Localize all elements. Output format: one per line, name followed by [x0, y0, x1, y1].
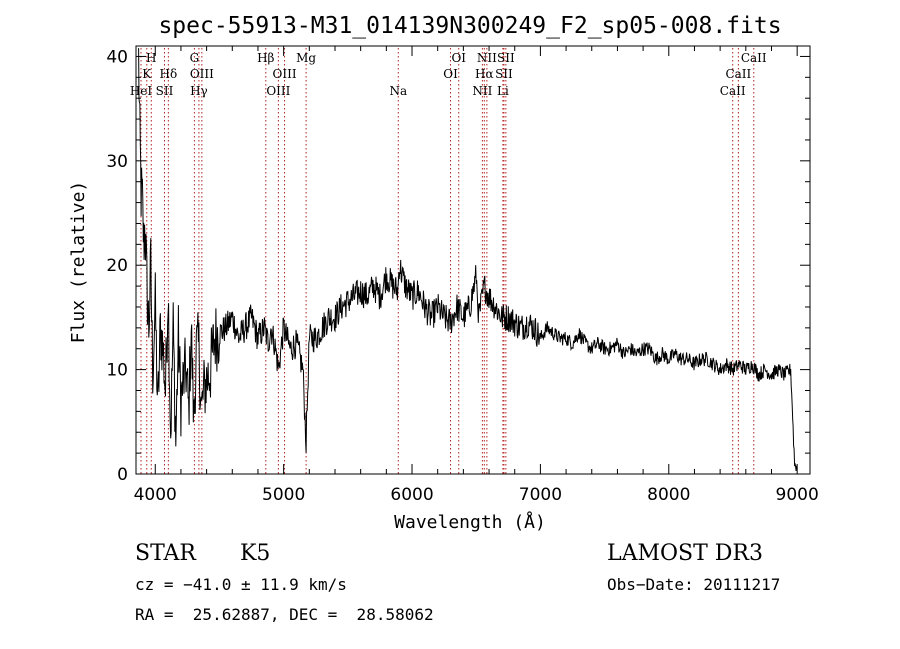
line-label: H — [146, 51, 156, 65]
redshift-velocity: cz = −41.0 ± 11.9 km/s — [135, 575, 347, 594]
line-label: Hα — [475, 67, 494, 81]
survey-name: LAMOST DR3 — [607, 541, 763, 566]
x-tick-label: 4000 — [134, 485, 177, 505]
line-label: OI — [443, 67, 458, 81]
y-tick-label: 0 — [117, 465, 128, 485]
plot-frame — [135, 45, 811, 475]
line-label: Li — [497, 84, 509, 98]
line-label: NII — [477, 51, 497, 65]
x-tick-label: 5000 — [262, 485, 305, 505]
line-label: OIII — [273, 67, 297, 81]
x-tick-label: 7000 — [519, 485, 562, 505]
line-label: HeI — [130, 84, 153, 98]
line-label: CaII — [725, 67, 751, 81]
y-axis-label: Flux (relative) — [68, 181, 89, 344]
x-tick-label: 6000 — [390, 485, 433, 505]
line-label: SII — [497, 51, 515, 65]
line-label: K — [142, 67, 152, 81]
line-label: Hγ — [190, 84, 208, 98]
line-label: Mg — [296, 51, 316, 65]
line-label: OIII — [190, 67, 214, 81]
x-axis: 4000 5000 6000 7000 8000 9000 — [134, 46, 819, 505]
line-label: SII — [495, 67, 513, 81]
line-label: G — [190, 51, 200, 65]
line-label: SII — [156, 84, 174, 98]
line-label: Hδ — [160, 67, 178, 81]
spectrum-line — [138, 48, 798, 471]
x-axis-label: Wavelength (Å) — [394, 511, 546, 533]
y-tick-label: 10 — [106, 361, 128, 381]
line-label: Na — [389, 84, 407, 98]
line-label: CaII — [720, 84, 746, 98]
y-tick-label: 40 — [106, 47, 128, 67]
object-class: STAR — [135, 541, 196, 566]
x-tick-label: 8000 — [647, 485, 690, 505]
line-label: OI — [451, 51, 466, 65]
chart-title: spec-55913-M31_014139N300249_F2_sp05-008… — [158, 13, 781, 39]
observation-date: Obs−Date: 20111217 — [607, 575, 781, 594]
line-label: Hβ — [257, 51, 274, 65]
sky-coordinates: RA = 25.62887, DEC = 28.58062 — [135, 605, 434, 624]
line-label: OIII — [266, 84, 290, 98]
y-tick-label: 30 — [106, 152, 128, 172]
spectral-line-markers — [140, 48, 755, 474]
object-subclass: K5 — [240, 541, 271, 566]
spectral-line-labels: HeI KH SII Hδ G Hγ OIII Hβ OIII OIII Mg Na OI OI NII Hα… — [130, 51, 767, 98]
y-tick-label: 20 — [106, 256, 128, 276]
line-label: CaII — [741, 51, 767, 65]
x-tick-label: 9000 — [776, 485, 819, 505]
line-label: NII — [472, 84, 492, 98]
y-axis: 0 10 20 30 40 — [106, 47, 810, 485]
